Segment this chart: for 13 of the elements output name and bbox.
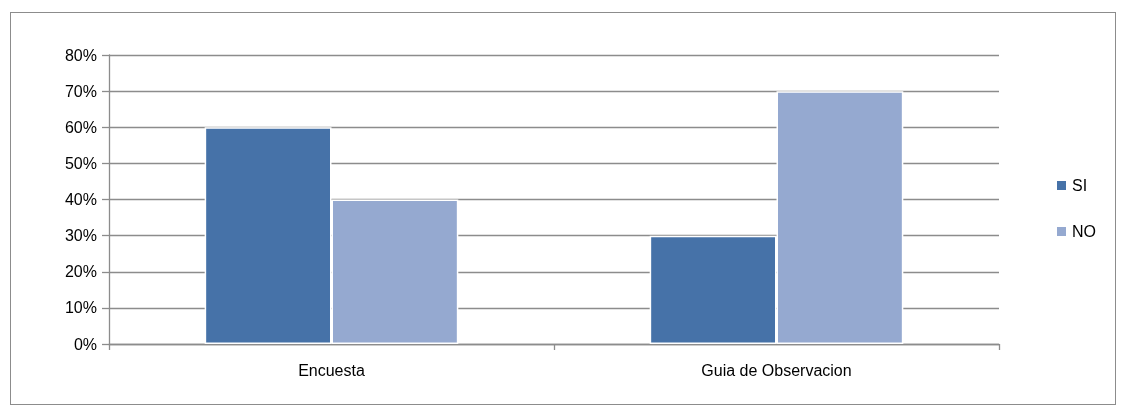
legend-label: NO — [1072, 223, 1096, 240]
y-tick-label: 0% — [73, 335, 97, 353]
x-tick-label: Guia de Observacion — [701, 361, 852, 379]
y-tick-label: 40% — [64, 191, 97, 208]
y-tick-label: 70% — [64, 82, 97, 100]
y-tick-label: 10% — [64, 299, 97, 317]
y-tick-label: 60% — [64, 118, 97, 136]
x-tick-label: Encuesta — [298, 361, 365, 379]
legend-label: SI — [1072, 177, 1088, 194]
y-tick-label: 20% — [64, 263, 97, 281]
y-tick-label: 80% — [64, 46, 97, 64]
y-tick-label: 50% — [64, 154, 97, 172]
y-tick-label: 30% — [64, 227, 97, 245]
